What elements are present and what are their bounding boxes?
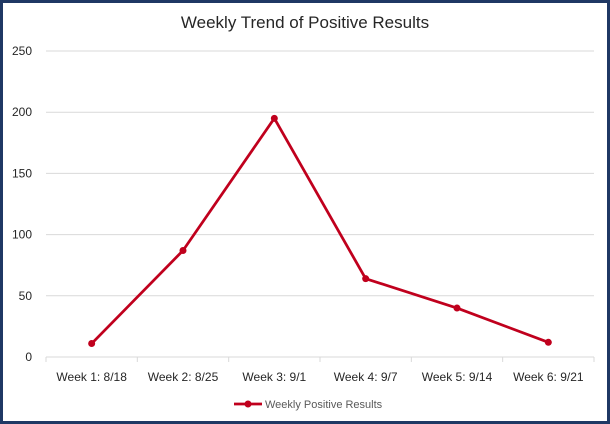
y-tick-label-1: 50 xyxy=(19,289,33,303)
gridlines xyxy=(46,50,594,297)
y-tick-label-3: 150 xyxy=(12,166,32,180)
legend-label-0: Weekly Positive Results xyxy=(265,399,383,411)
x-axis-ticks: Week 1: 8/18 Week 2: 8/25 Week 3: 9/1 Week … xyxy=(56,370,583,384)
x-tick-label-3: Week 4: 9/7 xyxy=(334,370,398,384)
x-tick-label-0: Week 1: 8/18 xyxy=(56,370,127,384)
y-tick-label-0: 0 xyxy=(25,350,32,364)
y-tick-label-4: 200 xyxy=(12,105,32,119)
x-axis xyxy=(45,356,595,362)
data-point-0-0 xyxy=(88,340,96,348)
data-point-0-1 xyxy=(179,247,187,255)
x-tick-label-1: Week 2: 8/25 xyxy=(148,370,219,384)
x-tick-label-5: Week 6: 9/21 xyxy=(513,370,584,384)
data-point-0-5 xyxy=(544,338,552,346)
data-point-0-4 xyxy=(453,304,461,312)
y-tick-label-2: 100 xyxy=(12,228,32,242)
legend-marker-0 xyxy=(244,400,252,408)
data-point-0-3 xyxy=(362,275,370,283)
chart-title: Weekly Trend of Positive Results xyxy=(181,13,429,32)
y-axis-ticks: 0 50 100 150 200 250 xyxy=(12,44,32,364)
legend: Weekly Positive Results xyxy=(234,399,383,411)
x-tick-label-2: Week 3: 9/1 xyxy=(242,370,306,384)
y-tick-label-5: 250 xyxy=(12,44,32,58)
series-line-0 xyxy=(90,116,549,345)
data-point-0-2 xyxy=(270,114,278,122)
x-tick-label-4: Week 5: 9/14 xyxy=(422,370,493,384)
series-layer xyxy=(88,114,552,348)
